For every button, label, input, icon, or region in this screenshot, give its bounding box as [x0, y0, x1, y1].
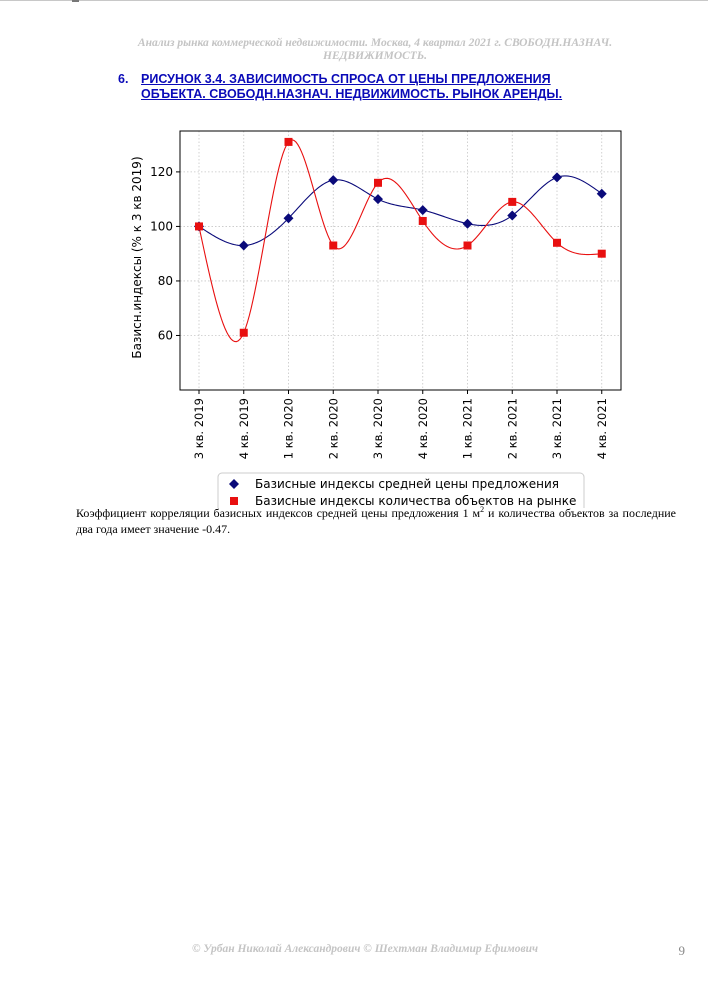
x-tick-label: 3 кв. 2020: [371, 398, 385, 459]
square-meter-superscript: 2: [480, 505, 485, 514]
x-tick-label: 3 кв. 2021: [550, 398, 564, 459]
correlation-paragraph: Коэффициент корреляции базисных индексов…: [76, 506, 676, 537]
marker-count: [508, 197, 517, 206]
correlation-text-start: Коэффициент корреляции базисных индексов…: [76, 506, 481, 520]
marker-price: [283, 213, 294, 224]
correlation-text-end: и количества объектов за последние два г…: [76, 506, 677, 536]
legend-marker-price: [229, 479, 239, 489]
series-line-price: [198, 175, 603, 247]
figure-title-line-2: ОБЪЕКТА. СВОБОДН.НАЗНАЧ. НЕДВИЖИМОСТЬ. Р…: [141, 87, 563, 101]
series-line-count: [198, 139, 602, 343]
marker-count: [329, 241, 338, 250]
marker-price: [552, 172, 562, 183]
marker-price: [596, 188, 607, 199]
plot-frame: [179, 130, 622, 391]
y-tick-label: 80: [158, 274, 173, 288]
chart-svg: 60 80 100 120 3 кв. 2019 4 кв. 2019 1 кв. 2020…: [130, 130, 622, 508]
marker-count: [463, 241, 472, 250]
x-tick-label: 4 кв. 2021: [595, 398, 609, 459]
marker-count: [418, 216, 427, 225]
x-tick-label: 1 кв. 2020: [282, 398, 296, 459]
figure-number: 6.: [118, 72, 129, 86]
marker-price: [417, 205, 428, 216]
legend-label-price: Базисные индексы средней цены предложени…: [255, 477, 559, 491]
marker-price: [238, 240, 249, 251]
x-tick-label: 4 кв. 2019: [237, 398, 251, 459]
figure-title-line-1: РИСУНОК 3.4. ЗАВИСИМОСТЬ СПРОСА ОТ ЦЕНЫ …: [141, 72, 551, 86]
marker-count: [374, 178, 382, 187]
top-mark: [72, 0, 79, 2]
y-tick-label: 120: [150, 165, 173, 179]
marker-count: [553, 238, 561, 247]
x-tick-label: 1 кв. 2021: [461, 398, 475, 459]
top-rule: [0, 0, 708, 1]
running-header-line-1: Анализ рынка коммерческой недвижимости. …: [137, 37, 613, 49]
marker-price: [462, 218, 473, 229]
chart: 60 80 100 120 3 кв. 2019 4 кв. 2019 1 кв. 2020…: [124, 124, 630, 508]
legend-marker-count: [230, 497, 238, 505]
marker-price: [328, 175, 339, 186]
marker-count: [195, 222, 203, 231]
marker-count: [597, 249, 606, 258]
running-header: Анализ рынка коммерческой недвижимости. …: [70, 37, 680, 63]
marker-count: [239, 328, 248, 337]
footer-copyright: © Урбан Николай Александрович © Шехтман …: [191, 943, 539, 955]
marker-price: [373, 194, 383, 205]
running-header-line-2: НЕДВИЖИМОСТЬ.: [323, 50, 427, 62]
marker-count: [284, 137, 293, 146]
legend-label-count: Базисные индексы количества объектов на …: [255, 494, 576, 508]
legend-box: [217, 472, 585, 508]
marker-price: [507, 210, 518, 221]
x-tick-label: 2 кв. 2021: [505, 398, 519, 459]
x-tick-label: 3 кв. 2019: [192, 398, 206, 459]
y-axis-label: Базисн.индексы (% к 3 кв 2019): [130, 156, 144, 358]
x-tick-label: 4 кв. 2020: [416, 398, 430, 459]
x-tick-label: 2 кв. 2020: [326, 398, 340, 459]
figure-title: РИСУНОК 3.4. ЗАВИСИМОСТЬ СПРОСА ОТ ЦЕНЫ …: [141, 72, 651, 102]
page-number: 9: [678, 943, 686, 958]
y-tick-label: 100: [150, 219, 173, 233]
y-tick-label: 60: [158, 328, 173, 342]
